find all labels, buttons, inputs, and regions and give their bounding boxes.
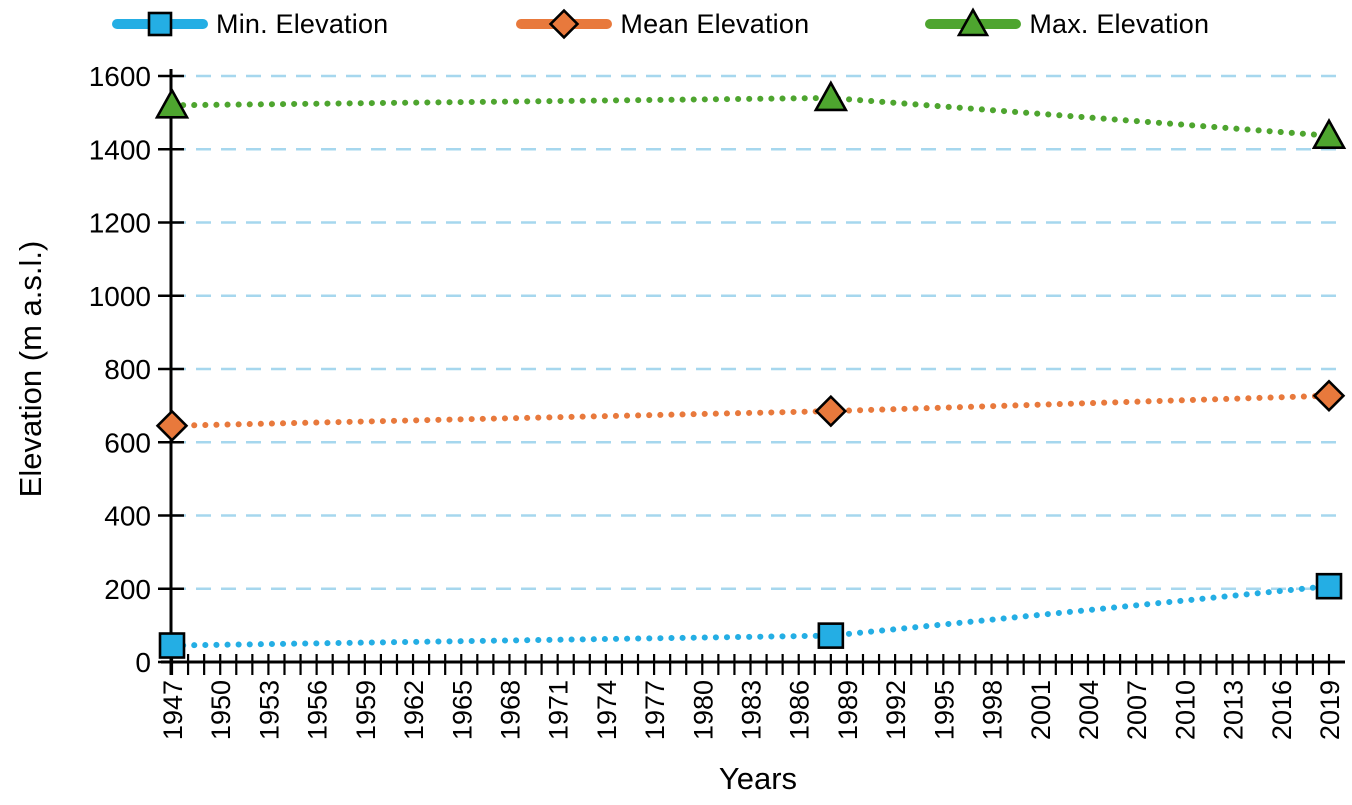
svg-text:2007: 2007 [1122, 680, 1152, 740]
svg-text:1947: 1947 [158, 680, 188, 740]
axes [161, 69, 1345, 675]
svg-text:0: 0 [135, 647, 151, 678]
max-elevation-legend-marker-icon [925, 7, 1022, 37]
min-elevation-legend-marker-icon [112, 11, 208, 37]
legend-label: Max. Elevation [1029, 8, 1210, 39]
svg-text:1959: 1959 [351, 680, 381, 740]
legend-label: Min. Elevation [216, 8, 389, 39]
series-max-elevation [154, 80, 1347, 149]
mean-elevation-legend-marker-icon [516, 8, 613, 40]
x-ticks [170, 654, 1331, 675]
svg-text:1980: 1980 [688, 680, 718, 740]
svg-text:1995: 1995 [929, 680, 959, 740]
series-mean-elevation [155, 379, 1346, 443]
y-ticks [158, 74, 184, 664]
y-tick-labels: 0 200 400 600 800 1000 1200 1400 1600 [89, 61, 151, 678]
svg-text:1989: 1989 [833, 680, 863, 740]
svg-text:2013: 2013 [1219, 680, 1249, 740]
svg-text:1983: 1983 [737, 680, 767, 740]
legend-item-max-elevation: Max. Elevation [925, 6, 1209, 42]
svg-text:1200: 1200 [89, 208, 151, 239]
svg-text:2016: 2016 [1267, 680, 1297, 740]
gridlines [171, 74, 1345, 591]
svg-text:1950: 1950 [206, 680, 236, 740]
svg-text:1968: 1968 [495, 680, 525, 740]
svg-text:1998: 1998 [978, 680, 1008, 740]
legend-item-mean-elevation: Mean Elevation [516, 6, 809, 42]
series-min-elevation [158, 572, 1343, 659]
svg-text:1962: 1962 [399, 680, 429, 740]
svg-text:1600: 1600 [89, 61, 151, 92]
svg-text:2004: 2004 [1074, 680, 1104, 740]
svg-text:600: 600 [104, 427, 151, 458]
svg-text:1400: 1400 [89, 134, 151, 165]
svg-text:1971: 1971 [544, 680, 574, 740]
svg-text:2019: 2019 [1315, 680, 1345, 740]
svg-text:2010: 2010 [1170, 680, 1200, 740]
svg-text:1992: 1992 [881, 680, 911, 740]
svg-text:200: 200 [104, 574, 151, 605]
legend-label: Mean Elevation [620, 8, 810, 39]
svg-text:2001: 2001 [1026, 680, 1056, 740]
svg-text:1956: 1956 [303, 680, 333, 740]
svg-text:1953: 1953 [254, 680, 284, 740]
svg-text:1974: 1974 [592, 680, 622, 740]
x-axis-title: Years [718, 761, 798, 796]
legend-item-min-elevation: Min. Elevation [112, 6, 388, 42]
svg-text:800: 800 [104, 354, 151, 385]
svg-text:1977: 1977 [640, 680, 670, 740]
svg-text:1986: 1986 [785, 680, 815, 740]
svg-text:400: 400 [104, 501, 151, 532]
x-tick-labels: 1947 1950 1953 1956 1959 1962 1965 1968 1971 1974… [158, 680, 1345, 740]
svg-text:1000: 1000 [89, 281, 151, 312]
chart-legend: Min. Elevation Mean Elevation Max. Eleva… [0, 6, 1352, 42]
svg-text:1965: 1965 [447, 680, 477, 740]
